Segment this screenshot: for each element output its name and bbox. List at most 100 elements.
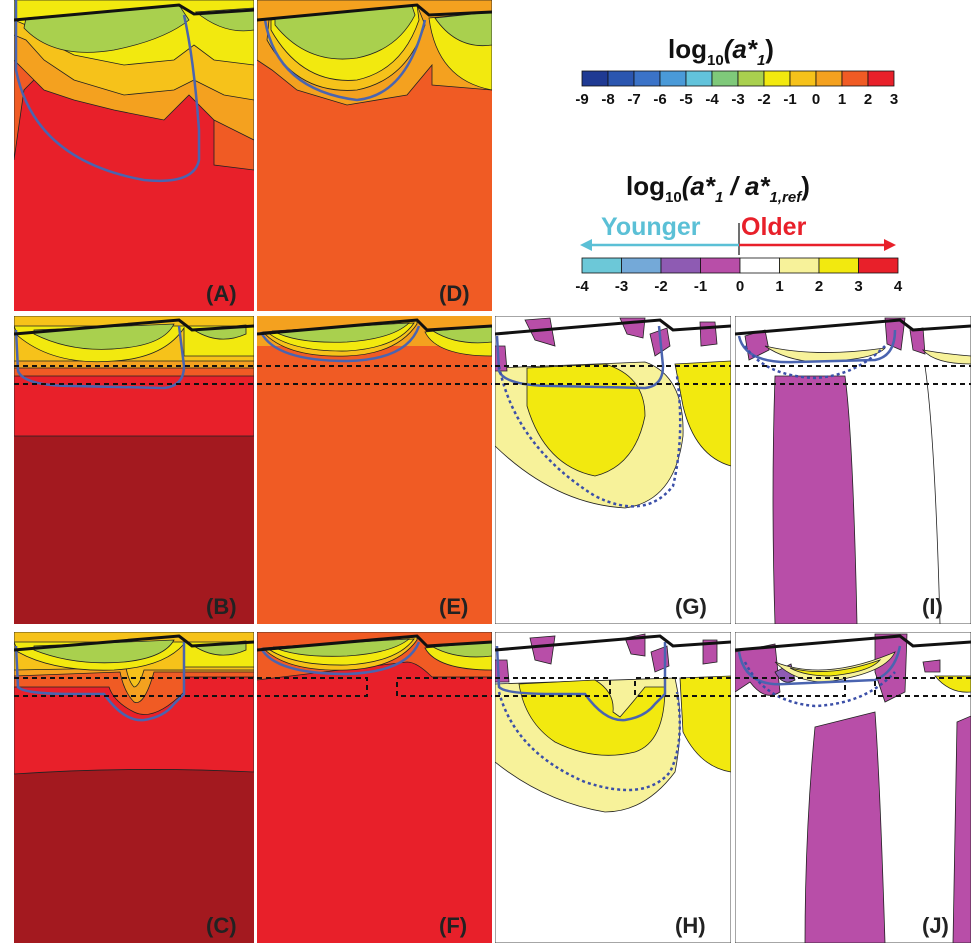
surface-line [257, 3, 492, 22]
region-log-1 [257, 316, 492, 624]
aquifer-outline [14, 642, 186, 722]
panel-label-h: (H) [675, 913, 706, 938]
aquifer-outline-reference [497, 365, 682, 508]
svg-text:1: 1 [838, 91, 846, 108]
colorbar-relative [581, 257, 899, 274]
region-rel-m1-column [772, 375, 858, 624]
panel-j: (J) [735, 632, 971, 943]
panel-label-d: (D) [439, 281, 470, 306]
region-rel-2-right [934, 675, 971, 693]
dashed-box-left [495, 677, 611, 697]
surface-line [14, 318, 254, 336]
region-log-m3-right [431, 641, 492, 658]
aquifer-outline [14, 0, 201, 182]
legend-absolute-age: log10(a*1) -9 -8 -7 -6 -5 -4 -3 -2 -1 [570, 28, 910, 123]
aquifer-outline [737, 329, 897, 364]
region-log-m3 [271, 322, 411, 343]
legend-relative-age: log10(a*1 / a*1,ref) Younger Older -4 -3… [566, 165, 911, 305]
svg-text:-5: -5 [679, 91, 692, 108]
surface-line [257, 634, 492, 652]
aquifer-outline [495, 325, 665, 390]
surface-line [257, 318, 492, 336]
aquifer-outline [495, 642, 667, 722]
region-rel-m1-top [524, 317, 556, 347]
younger-label: Younger [601, 213, 701, 241]
panel-label-i: (I) [922, 594, 943, 619]
region-rel-m1-right [699, 321, 718, 347]
region-rel-2 [518, 679, 666, 756]
panel-label-j: (J) [922, 913, 949, 938]
dashed-box-right [874, 677, 971, 697]
svg-text:-1: -1 [694, 278, 707, 295]
region-rel-m1-right [702, 639, 718, 665]
svg-text:3: 3 [890, 91, 898, 108]
region-rel-1-right [921, 349, 971, 365]
region-rel-m1-top [529, 635, 556, 665]
svg-text:-8: -8 [601, 91, 614, 108]
surface-line [735, 634, 971, 652]
dashed-box-left [257, 677, 368, 697]
region-log-2 [257, 632, 492, 943]
legend-top-title: log10(a*1) [668, 34, 774, 69]
region-rel-m1-upper [735, 643, 781, 696]
svg-text:-3: -3 [731, 91, 744, 108]
panel-label-g: (G) [675, 594, 707, 619]
panel-f: (F) [257, 632, 492, 943]
svg-text:3: 3 [854, 278, 862, 295]
panel-e: (E) [257, 316, 492, 624]
surface-line [14, 634, 254, 652]
colorbar-absolute-ticks: -9 -8 -7 -6 -5 -4 -3 -2 -1 0 1 2 3 [575, 91, 898, 108]
surface-line [14, 3, 254, 22]
aquifer-outline-reference [743, 345, 886, 380]
svg-text:-4: -4 [705, 91, 719, 108]
older-arrow [739, 239, 896, 251]
region-rel-1-strip [774, 651, 896, 683]
panel-label-a: (A) [206, 281, 237, 306]
panel-c: (C) [14, 632, 254, 943]
surface-line [735, 318, 971, 336]
younger-arrow [580, 239, 739, 251]
contour-line-thin [924, 365, 941, 624]
region-log-m3 [274, 5, 416, 60]
panel-b: (B) [14, 316, 254, 624]
svg-text:2: 2 [815, 278, 823, 295]
dashed-box-right [396, 677, 492, 697]
region-rel-2-right [674, 360, 731, 467]
older-label: Older [741, 213, 807, 241]
svg-text:4: 4 [894, 278, 903, 295]
aquifer-outline [259, 325, 421, 363]
region-rel-m1-column [804, 711, 886, 943]
region-rel-2-strip [789, 659, 882, 677]
region-rel-2-right [679, 675, 731, 773]
legend-bottom-title: log10(a*1 / a*1,ref) [626, 171, 810, 206]
surface-line [495, 318, 731, 336]
colorbar-absolute [581, 70, 895, 87]
surface-line [495, 634, 731, 652]
panel-label-e: (E) [439, 594, 468, 619]
aquifer-outline [14, 325, 186, 390]
region-log-m3 [272, 638, 411, 657]
dashed-box-right [634, 677, 731, 697]
svg-text:0: 0 [736, 278, 744, 295]
region-log-m3-right [434, 11, 492, 47]
colorbar-relative-ticks: -4 -3 -2 -1 0 1 2 3 4 [575, 278, 903, 295]
svg-text:-6: -6 [653, 91, 666, 108]
aquifer-outline [263, 19, 427, 102]
aquifer-outline-reference [497, 691, 681, 792]
panel-a: (A) [14, 0, 254, 311]
aquifer-outline [737, 645, 902, 686]
panel-label-b: (B) [206, 594, 237, 619]
svg-text:2: 2 [864, 91, 872, 108]
svg-text:-9: -9 [575, 91, 588, 108]
panel-label-f: (F) [439, 913, 467, 938]
svg-text:1: 1 [775, 278, 783, 295]
svg-text:-7: -7 [627, 91, 640, 108]
svg-text:-1: -1 [783, 91, 796, 108]
panel-d: (D) [257, 0, 492, 311]
aquifer-outline-reference [743, 661, 896, 708]
svg-text:-4: -4 [575, 278, 589, 295]
aquifer-outline [259, 641, 421, 676]
dashed-box-left [735, 677, 846, 697]
svg-text:-2: -2 [654, 278, 667, 295]
region-rel-2 [526, 363, 646, 477]
